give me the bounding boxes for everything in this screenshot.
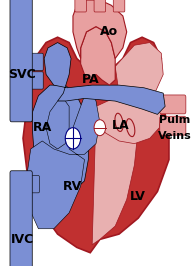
PathPatch shape (96, 96, 161, 144)
Text: IVC: IVC (10, 233, 34, 246)
Circle shape (94, 120, 106, 136)
PathPatch shape (33, 85, 88, 192)
Text: LA: LA (112, 119, 130, 131)
FancyBboxPatch shape (11, 72, 43, 89)
FancyBboxPatch shape (94, 0, 106, 12)
FancyBboxPatch shape (160, 116, 186, 135)
Text: RA: RA (33, 121, 52, 134)
Text: PA: PA (81, 73, 99, 86)
Text: Veins: Veins (158, 131, 192, 141)
PathPatch shape (73, 0, 127, 59)
FancyBboxPatch shape (10, 0, 32, 122)
Text: Pulm: Pulm (159, 115, 190, 125)
FancyBboxPatch shape (11, 176, 39, 193)
Text: Ao: Ao (100, 26, 118, 38)
FancyBboxPatch shape (113, 0, 125, 12)
PathPatch shape (27, 85, 100, 229)
Text: LV: LV (130, 190, 146, 203)
PathPatch shape (81, 27, 115, 85)
PathPatch shape (23, 37, 169, 253)
PathPatch shape (46, 101, 69, 149)
Text: SVC: SVC (8, 68, 36, 81)
FancyBboxPatch shape (10, 171, 32, 266)
FancyBboxPatch shape (160, 95, 186, 114)
FancyBboxPatch shape (75, 0, 86, 12)
FancyBboxPatch shape (11, 53, 43, 70)
Text: RV: RV (63, 180, 83, 193)
PathPatch shape (44, 43, 165, 114)
Circle shape (65, 128, 81, 149)
PathPatch shape (92, 43, 163, 245)
